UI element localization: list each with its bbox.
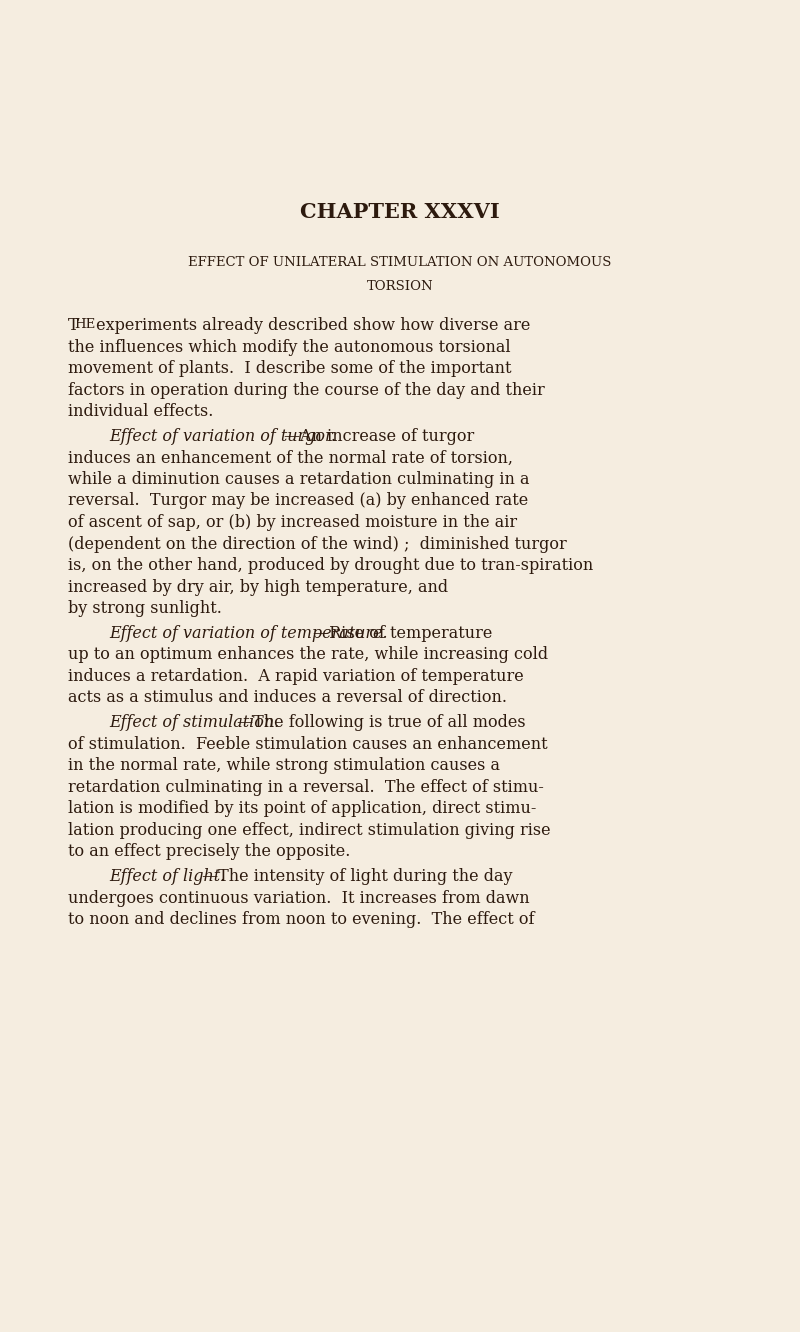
Text: the influences which modify the autonomous torsional: the influences which modify the autonomo…	[68, 338, 510, 356]
Text: T: T	[68, 317, 79, 334]
Text: reversal.  Turgor may be increased (a) by enhanced rate: reversal. Turgor may be increased (a) by…	[68, 493, 528, 509]
Text: Effect of variation of temperature.: Effect of variation of temperature.	[110, 625, 388, 642]
Text: of ascent of sap, or (b) by increased moisture in the air: of ascent of sap, or (b) by increased mo…	[68, 514, 517, 531]
Text: —Rise of temperature: —Rise of temperature	[313, 625, 492, 642]
Text: Effect of variation of turgor.: Effect of variation of turgor.	[110, 428, 337, 445]
Text: movement of plants.  I describe some of the important: movement of plants. I describe some of t…	[68, 360, 511, 377]
Text: to noon and declines from noon to evening.  The effect of: to noon and declines from noon to evenin…	[68, 911, 534, 928]
Text: induces an enhancement of the normal rate of torsion,: induces an enhancement of the normal rat…	[68, 449, 513, 466]
Text: of stimulation.  Feeble stimulation causes an enhancement: of stimulation. Feeble stimulation cause…	[68, 735, 548, 753]
Text: EFFECT OF UNILATERAL STIMULATION ON AUTONOMOUS: EFFECT OF UNILATERAL STIMULATION ON AUTO…	[188, 256, 612, 269]
Text: undergoes continuous variation.  It increases from dawn: undergoes continuous variation. It incre…	[68, 890, 530, 907]
Text: lation producing one effect, indirect stimulation giving rise: lation producing one effect, indirect st…	[68, 822, 550, 839]
Text: increased by dry air, by high temperature, and: increased by dry air, by high temperatur…	[68, 578, 448, 595]
Text: acts as a stimulus and induces a reversal of direction.: acts as a stimulus and induces a reversa…	[68, 690, 507, 706]
Text: CHAPTER XXXVI: CHAPTER XXXVI	[300, 202, 500, 222]
Text: factors in operation during the course of the day and their: factors in operation during the course o…	[68, 381, 545, 398]
Text: HE: HE	[74, 318, 96, 330]
Text: by strong sunlight.: by strong sunlight.	[68, 601, 222, 617]
Text: to an effect precisely the opposite.: to an effect precisely the opposite.	[68, 843, 350, 860]
Text: TORSION: TORSION	[366, 280, 434, 293]
Text: lation is modified by its point of application, direct stimu­: lation is modified by its point of appli…	[68, 801, 536, 818]
Text: retardation culminating in a reversal.  The effect of stimu­: retardation culminating in a reversal. T…	[68, 779, 544, 795]
Text: Effect of light.: Effect of light.	[110, 868, 226, 886]
Text: individual effects.: individual effects.	[68, 404, 214, 420]
Text: —An increase of turgor: —An increase of turgor	[284, 428, 474, 445]
Text: experiments already described show how diverse are: experiments already described show how d…	[90, 317, 530, 334]
Text: in the normal rate, while strong stimulation causes a: in the normal rate, while strong stimula…	[68, 758, 500, 774]
Text: is, on the other hand, produced by drought due to tran­spiration: is, on the other hand, produced by droug…	[68, 557, 594, 574]
Text: Effect of stimulation.: Effect of stimulation.	[110, 714, 280, 731]
Text: induces a retardation.  A rapid variation of temperature: induces a retardation. A rapid variation…	[68, 667, 524, 685]
Text: —The following is true of all modes: —The following is true of all modes	[238, 714, 526, 731]
Text: —The intensity of light during the day: —The intensity of light during the day	[202, 868, 513, 886]
Text: (dependent on the direction of the wind) ;  diminished turgor: (dependent on the direction of the wind)…	[68, 535, 566, 553]
Text: while a diminution causes a retardation culminating in a: while a diminution causes a retardation …	[68, 472, 530, 488]
Text: up to an optimum enhances the rate, while increasing cold: up to an optimum enhances the rate, whil…	[68, 646, 548, 663]
